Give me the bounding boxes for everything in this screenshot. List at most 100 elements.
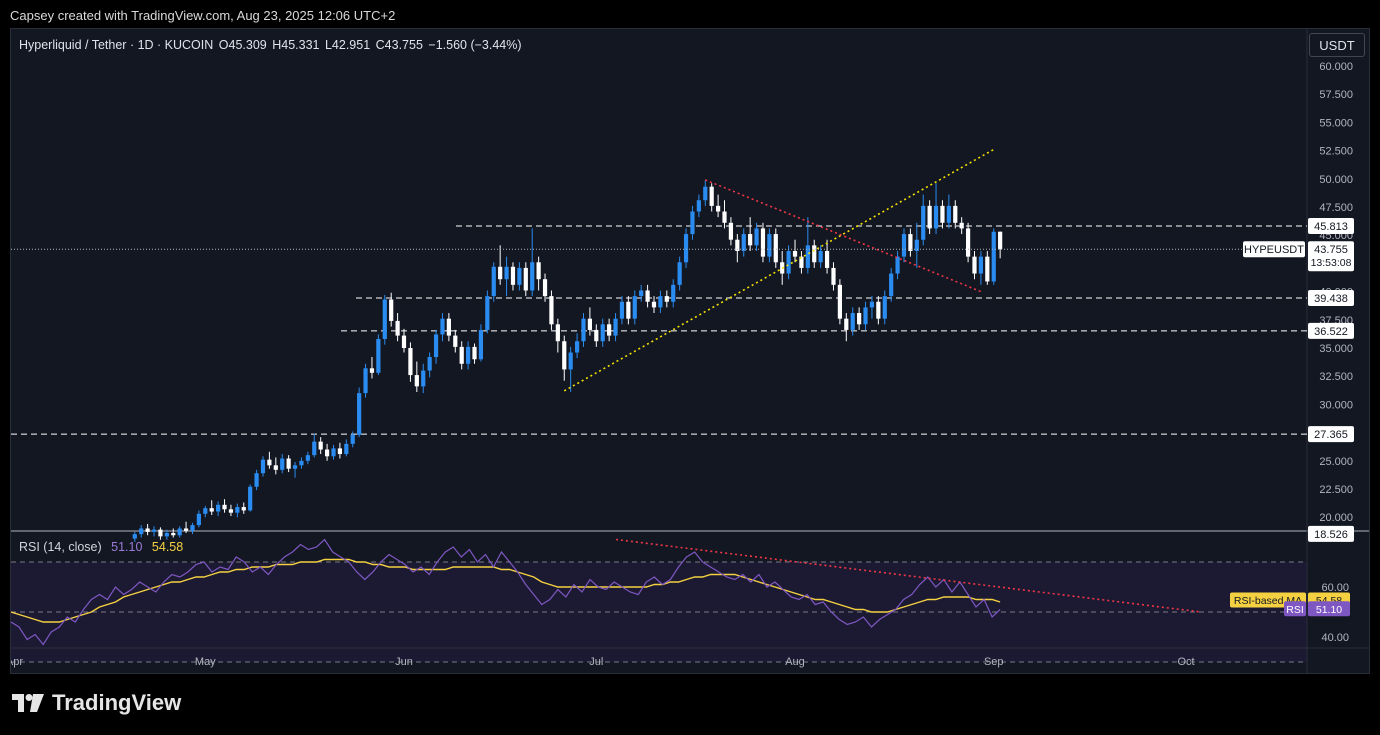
candle-body	[389, 299, 394, 321]
candle-body	[696, 200, 701, 212]
price-axis-tick: 55.000	[1319, 117, 1353, 129]
rsi-tag-bg	[1284, 601, 1306, 617]
rsi-value-bg	[1308, 601, 1350, 617]
candle-body	[209, 508, 214, 512]
candle-body	[222, 504, 227, 510]
symbol-tag: HYPEUSDT	[1244, 244, 1304, 256]
candle-body	[645, 290, 650, 302]
tradingview-logo: TradingView	[12, 690, 181, 716]
candle-body	[683, 234, 689, 263]
candle-body	[286, 458, 291, 469]
rsi-red-trendline	[615, 538, 1202, 613]
candle-body	[401, 335, 407, 348]
candle-body	[433, 334, 439, 358]
level-label: 45.813	[1314, 221, 1348, 233]
candle-body	[183, 528, 189, 531]
price-axis-tick: 32.500	[1319, 371, 1353, 383]
price-axis-tick: 25.000	[1319, 456, 1353, 468]
candle-body	[728, 222, 734, 240]
candle-body	[632, 296, 637, 319]
candle-body	[241, 507, 246, 511]
candle-body	[312, 441, 317, 456]
candle-body	[998, 231, 1003, 250]
candle-body	[523, 267, 528, 291]
candle-body	[639, 290, 644, 297]
candle-body	[305, 455, 310, 461]
candle-body	[914, 239, 919, 251]
candle-body	[408, 348, 413, 376]
candle-body	[953, 205, 958, 223]
candle-body	[857, 313, 862, 325]
candle-body	[901, 234, 907, 257]
candle-body	[324, 449, 330, 457]
candle-body	[716, 205, 721, 212]
candle-body	[357, 393, 362, 435]
rsi-ma-value: 54.58	[151, 540, 184, 554]
candle-body	[536, 262, 541, 280]
candle-body	[876, 301, 881, 319]
symbol-tag-bg	[1243, 241, 1305, 258]
rsi-axis-tick: 40.00	[1321, 632, 1349, 644]
candle-body	[132, 534, 137, 539]
candle-body	[844, 318, 849, 330]
candle-body	[831, 267, 836, 285]
chart-canvas[interactable]: 60.00057.50055.00052.50050.00047.50045.0…	[11, 29, 1370, 674]
level-label-bg	[1308, 218, 1354, 235]
currency-button[interactable]: USDT	[1309, 33, 1365, 57]
tradingview-wordmark: TradingView	[52, 690, 182, 715]
price-axis-tick: 30.000	[1319, 399, 1353, 411]
candle-body	[908, 234, 913, 251]
rsi-axis-value: 51.10	[1316, 604, 1342, 616]
price-axis-tick: 47.500	[1319, 202, 1353, 214]
symbol-legend: Hyperliquid / Tether · 1D · KUCOIN O45.3…	[19, 38, 522, 52]
candle-body	[171, 532, 176, 536]
rsi-legend: RSI (14, close) 51.10 54.58	[19, 540, 183, 554]
symbol-title[interactable]: Hyperliquid / Tether · 1D · KUCOIN	[19, 38, 214, 52]
ohlc-change: −1.560 (−3.44%)	[428, 38, 522, 52]
candle-body	[972, 256, 977, 274]
yellow-trendline	[563, 148, 995, 392]
candle-body	[139, 528, 144, 535]
candle-body	[574, 341, 580, 353]
candle-body	[985, 256, 990, 282]
candle-body	[472, 346, 477, 360]
candle-body	[664, 296, 669, 302]
candle-body	[933, 205, 939, 229]
time-axis-tick: Apr	[11, 656, 23, 668]
price-axis-tick: 50.000	[1319, 174, 1353, 186]
candle-body	[318, 441, 323, 450]
candle-body	[542, 279, 548, 297]
ohlc-low: L42.951	[324, 38, 371, 52]
time-axis-tick: Oct	[1177, 656, 1194, 668]
candle-body	[177, 528, 182, 536]
candle-body	[991, 231, 996, 282]
candle-body	[651, 301, 657, 308]
rsi-title[interactable]: RSI (14, close)	[19, 540, 102, 554]
chart-panel[interactable]: 60.000 57.500 55.000 52.500 50.000 47.500 45.0…	[10, 28, 1370, 674]
price-axis-tick: 60.000	[1319, 61, 1353, 73]
candle-body	[677, 262, 682, 285]
candle-body	[805, 245, 810, 268]
candle-body	[568, 352, 573, 370]
candle-body	[376, 338, 381, 373]
candle-body	[773, 234, 778, 263]
chart-caption: Capsey created with TradingView.com, Aug…	[10, 8, 396, 23]
candle-body	[440, 318, 445, 335]
candle-body	[395, 320, 400, 336]
level-label: 18.526	[1314, 529, 1348, 541]
candle-body	[504, 266, 509, 280]
candle-body	[754, 228, 759, 246]
candle-body	[203, 508, 208, 514]
candle-body	[799, 256, 804, 268]
rsi-value: 51.10	[111, 540, 143, 554]
red-trendline	[704, 179, 982, 293]
candle-body	[965, 228, 971, 257]
candle-body	[331, 448, 336, 457]
candle-body	[927, 205, 932, 229]
candle-body	[690, 211, 695, 235]
candle-body	[466, 346, 471, 364]
candle-body	[369, 368, 375, 373]
time-axis-tick: Jul	[589, 656, 603, 668]
candle-body	[735, 239, 740, 251]
rsi-tag: RSI	[1286, 604, 1304, 616]
